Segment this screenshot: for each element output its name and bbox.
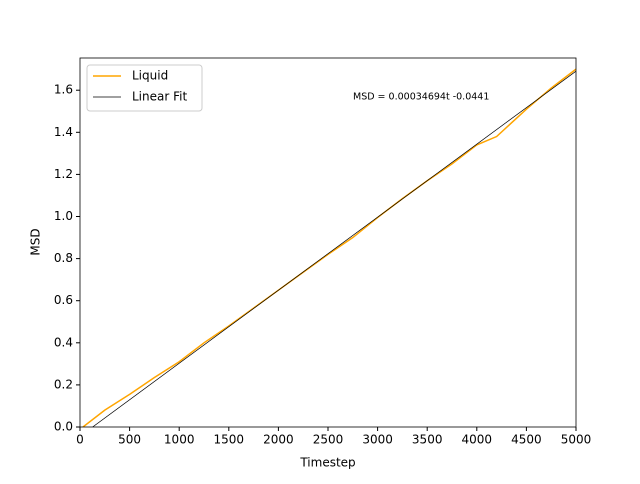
legend-label: Liquid — [132, 69, 168, 83]
x-tick-label: 2500 — [313, 433, 344, 447]
annotation: MSD = 0.00034694t -0.0441 — [353, 92, 489, 103]
y-tick-label: 1.2 — [54, 167, 73, 181]
y-tick-label: 0.0 — [54, 420, 73, 434]
y-tick-label: 1.6 — [54, 83, 73, 97]
y-tick-label: 1.0 — [54, 209, 73, 223]
legend-label: Linear Fit — [132, 90, 187, 104]
x-tick-label: 3500 — [412, 433, 443, 447]
y-tick-label: 1.4 — [54, 125, 73, 139]
x-tick-label: 5000 — [561, 433, 592, 447]
y-tick-label: 0.8 — [54, 251, 73, 265]
series-line — [92, 70, 576, 427]
x-tick-label: 1000 — [164, 433, 195, 447]
y-tick-label: 0.2 — [54, 377, 73, 391]
y-tick-label: 0.4 — [54, 335, 73, 349]
x-axis-label: Timestep — [299, 456, 355, 470]
x-tick-label: 4500 — [511, 433, 542, 447]
x-tick-label: 3000 — [362, 433, 393, 447]
series-line — [82, 68, 576, 427]
x-tick-label: 0 — [76, 433, 84, 447]
x-tick-label: 4000 — [462, 433, 493, 447]
plot-frame — [79, 57, 577, 428]
x-tick-label: 1500 — [214, 433, 245, 447]
x-tick-label: 2000 — [263, 433, 294, 447]
y-axis-label: MSD — [29, 228, 43, 255]
x-tick-label: 500 — [118, 433, 141, 447]
y-tick-label: 0.6 — [54, 293, 73, 307]
